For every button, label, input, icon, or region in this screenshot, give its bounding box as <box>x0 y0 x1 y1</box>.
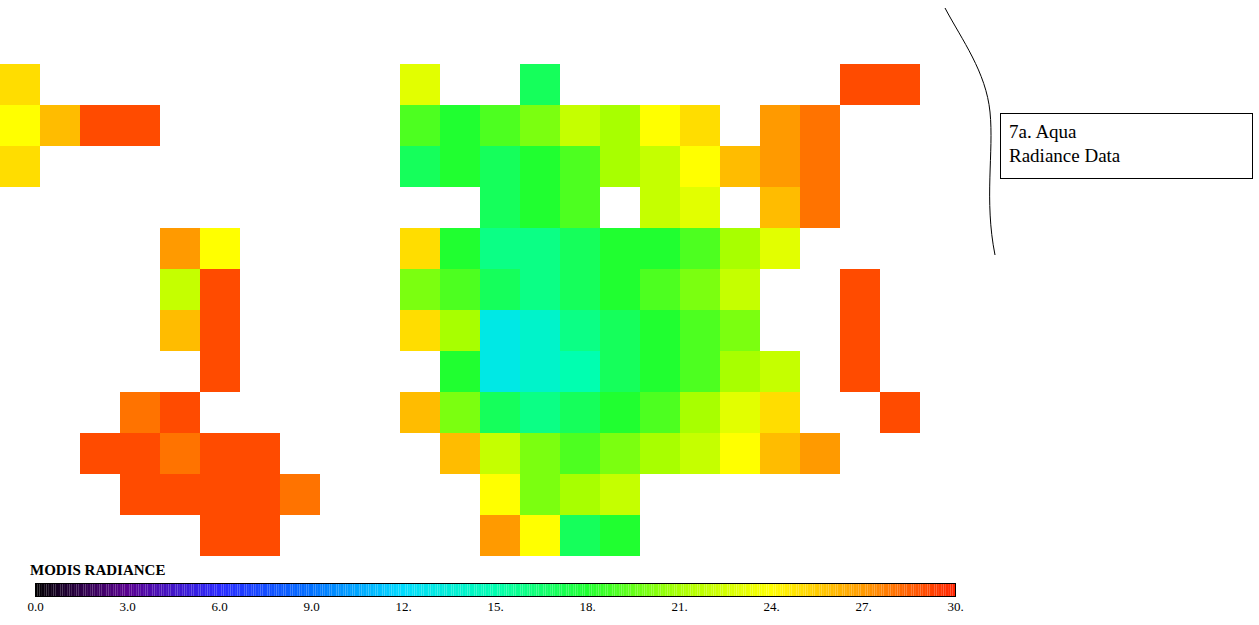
html-text:Radiance Data: Radiance Data <box>1009 145 1121 166</box>
svg-text:18.: 18. <box>579 599 595 614</box>
html-text:MODIS RADIANCE: MODIS RADIANCE <box>30 562 166 578</box>
svg-text:21.: 21. <box>671 599 687 614</box>
svg-text:3.0: 3.0 <box>119 599 135 614</box>
svg-text:6.0: 6.0 <box>211 599 227 614</box>
svg-text:24.: 24. <box>763 599 779 614</box>
svg-text:9.0: 9.0 <box>303 599 319 614</box>
svg-text:30.: 30. <box>947 599 963 614</box>
svg-text:15.: 15. <box>487 599 503 614</box>
html-text:7a. Aqua: 7a. Aqua <box>1009 121 1077 142</box>
svg-text:0.0: 0.0 <box>27 599 43 614</box>
svg-text:27.: 27. <box>855 599 871 614</box>
svg-text:12.: 12. <box>395 599 411 614</box>
